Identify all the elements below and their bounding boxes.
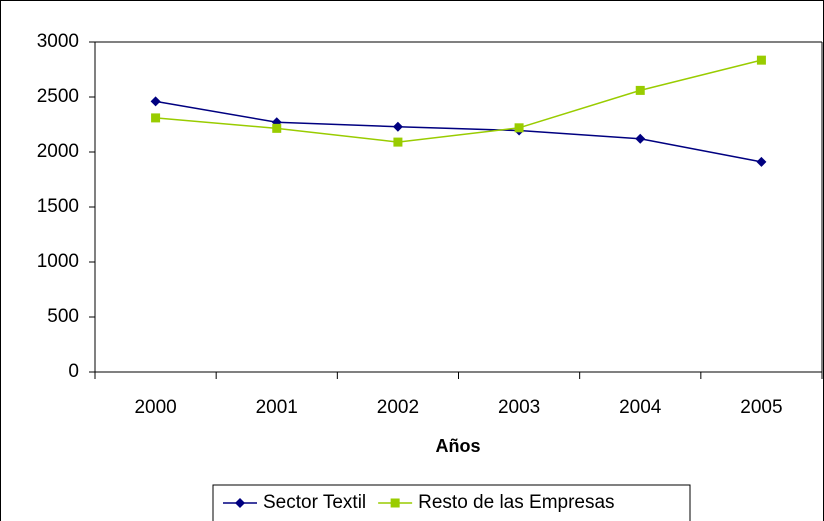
- legend-marker: [390, 498, 400, 508]
- data-point: [151, 113, 161, 123]
- y-tick-label: 0: [68, 361, 79, 382]
- data-point: [393, 137, 403, 147]
- y-tick-label: 1500: [37, 196, 79, 217]
- y-tick-label: 1000: [37, 251, 79, 272]
- series-line: [155, 100, 762, 163]
- legend-label: Resto de las Empresas: [418, 492, 614, 513]
- data-point: [514, 123, 524, 133]
- data-point: [635, 85, 645, 95]
- data-point: [392, 121, 403, 132]
- y-tick-label: 3000: [37, 31, 79, 52]
- data-point: [635, 133, 646, 144]
- legend-box: [212, 484, 691, 521]
- data-point: [756, 156, 767, 167]
- legend-label: Sector Textil: [263, 492, 366, 513]
- data-point: [272, 123, 282, 133]
- series-line: [155, 59, 762, 143]
- y-tick-label: 500: [47, 306, 79, 327]
- y-tick-label: 2000: [37, 141, 79, 162]
- y-tick-label: 2500: [37, 86, 79, 107]
- data-point: [756, 55, 766, 65]
- data-point: [150, 96, 161, 107]
- x-tick-label: 2001: [256, 397, 298, 418]
- x-tick-label: 2002: [377, 397, 419, 418]
- x-tick-label: 2004: [619, 397, 662, 418]
- legend-marker: [235, 498, 245, 508]
- x-tick-label: 2005: [740, 397, 782, 418]
- x-axis-label: Años: [436, 436, 481, 456]
- x-tick-label: 2000: [134, 397, 176, 418]
- x-tick-label: 2003: [498, 397, 540, 418]
